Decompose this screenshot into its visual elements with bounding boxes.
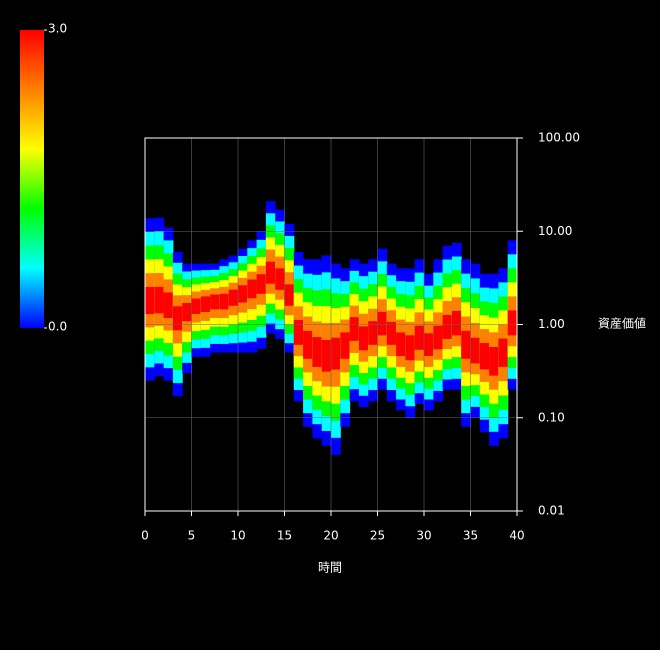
density-band bbox=[405, 335, 416, 361]
density-band bbox=[256, 274, 267, 294]
y-tick-label: 10.00 bbox=[538, 224, 572, 238]
density-band bbox=[228, 289, 239, 306]
density-band bbox=[433, 325, 444, 350]
density-band bbox=[238, 285, 248, 303]
x-axis-label: 時間 bbox=[318, 561, 342, 575]
density-band bbox=[358, 326, 369, 351]
density-band bbox=[507, 310, 518, 336]
density-band bbox=[182, 302, 192, 322]
y-tick-label: 0.01 bbox=[538, 504, 565, 518]
x-tick-label: 20 bbox=[323, 529, 338, 543]
colorbar bbox=[20, 30, 44, 328]
density-band bbox=[321, 339, 332, 372]
density-band bbox=[479, 342, 490, 370]
x-tick-label: 15 bbox=[277, 529, 292, 543]
density-band bbox=[424, 333, 434, 357]
x-tick-label: 30 bbox=[416, 529, 431, 543]
density-band bbox=[377, 311, 388, 336]
density-band bbox=[247, 279, 258, 299]
y-tick-label: 1.00 bbox=[538, 317, 565, 331]
density-band bbox=[340, 332, 351, 359]
x-tick-label: 40 bbox=[509, 529, 524, 543]
density-band bbox=[461, 330, 471, 359]
density-band bbox=[172, 306, 183, 331]
density-band bbox=[284, 284, 295, 306]
density-band bbox=[191, 298, 202, 315]
density-band bbox=[265, 261, 276, 284]
x-tick-label: 25 bbox=[370, 529, 385, 543]
density-band bbox=[210, 294, 220, 310]
density-band bbox=[489, 346, 499, 376]
plot-area bbox=[145, 201, 518, 455]
x-tick-label: 5 bbox=[188, 529, 196, 543]
density-band bbox=[145, 286, 155, 315]
density-band bbox=[414, 325, 425, 350]
density-band bbox=[498, 338, 509, 367]
density-band bbox=[396, 332, 406, 357]
x-tick-label: 0 bbox=[141, 529, 149, 543]
y-axis-label: 資産価値 bbox=[598, 316, 646, 331]
density-band bbox=[442, 314, 453, 339]
density-band bbox=[368, 321, 378, 345]
density-band bbox=[154, 286, 165, 314]
density-band bbox=[349, 317, 360, 341]
density-band bbox=[303, 330, 313, 359]
y-tick-label: 100.00 bbox=[538, 131, 580, 145]
density-band bbox=[331, 337, 341, 370]
density-band bbox=[293, 319, 304, 345]
colorbar-label: 0.0 bbox=[48, 320, 67, 334]
y-tick-label: 0.10 bbox=[538, 410, 565, 424]
density-band bbox=[200, 296, 211, 312]
density-band bbox=[451, 310, 462, 336]
x-tick-label: 35 bbox=[463, 529, 478, 543]
density-band bbox=[470, 337, 481, 364]
density-band bbox=[386, 321, 397, 345]
colorbar-label: 3.0 bbox=[48, 22, 67, 36]
density-band bbox=[312, 337, 323, 367]
density-band bbox=[275, 268, 285, 290]
density-band bbox=[219, 293, 230, 310]
density-band bbox=[163, 292, 174, 318]
x-tick-label: 10 bbox=[230, 529, 245, 543]
